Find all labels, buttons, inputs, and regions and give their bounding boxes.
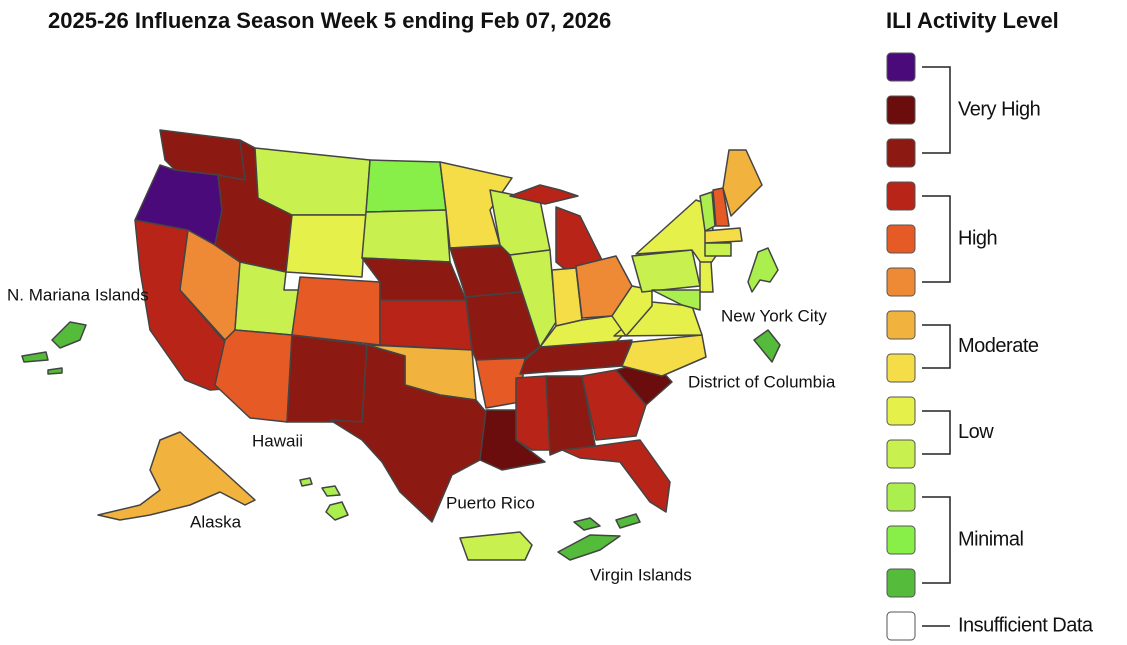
legend-label: Insufficient Data <box>958 614 1094 636</box>
region <box>329 344 487 523</box>
region <box>581 369 647 441</box>
region <box>753 329 781 363</box>
region <box>611 285 653 337</box>
legend-swatch <box>886 267 916 297</box>
region <box>631 249 701 293</box>
region <box>651 289 701 311</box>
legend-label: Moderate <box>958 335 1039 357</box>
map-label: District of Columbia <box>688 372 836 391</box>
region <box>291 276 381 346</box>
legend-bracket <box>922 410 951 455</box>
legend-bracket <box>922 324 951 369</box>
legend-swatch <box>886 611 916 641</box>
legend: Very High High Moderate Low Minimal Insuffici… <box>886 52 1094 641</box>
region <box>699 191 716 232</box>
legend-label: Minimal <box>958 528 1023 550</box>
legend-label: Very High <box>958 98 1040 120</box>
region <box>286 334 368 423</box>
map-label: Alaska <box>190 512 242 531</box>
map-label: New York City <box>721 306 827 325</box>
region <box>621 334 707 377</box>
region <box>747 247 779 293</box>
legend-label: High <box>958 227 997 249</box>
region <box>254 147 371 216</box>
region <box>361 209 451 263</box>
legend-swatch <box>886 181 916 211</box>
legend-swatch <box>886 482 916 512</box>
legend-swatch <box>886 439 916 469</box>
map-label: Virgin Islands <box>590 565 692 584</box>
legend-bracket <box>922 195 951 283</box>
region <box>712 187 730 227</box>
region <box>722 149 763 217</box>
legend-bracket <box>922 496 951 584</box>
legend-title: ILI Activity Level <box>886 8 1059 33</box>
legend-swatch <box>886 310 916 340</box>
region <box>509 249 557 348</box>
region <box>699 261 714 293</box>
map-label: Hawaii <box>252 431 303 450</box>
region <box>557 513 641 561</box>
map-title: 2025-26 Influenza Season Week 5 ending F… <box>48 8 611 33</box>
region <box>21 321 87 375</box>
region <box>459 531 533 561</box>
region <box>509 184 579 205</box>
legend-label: Low <box>958 421 994 443</box>
map: N. Mariana Islands Hawaii Alaska Puerto Ric… <box>7 129 836 584</box>
region <box>299 477 349 521</box>
region <box>704 227 743 244</box>
map-label: Puerto Rico <box>446 493 535 512</box>
legend-swatch <box>886 353 916 383</box>
region <box>379 299 473 351</box>
legend-swatch <box>886 138 916 168</box>
legend-swatch <box>886 95 916 125</box>
region <box>515 375 551 451</box>
legend-bracket <box>922 66 951 154</box>
map-label: N. Mariana Islands <box>7 285 149 304</box>
legend-swatch <box>886 52 916 82</box>
region <box>214 329 293 423</box>
region <box>285 214 367 278</box>
region <box>97 431 256 521</box>
legend-swatch <box>886 525 916 555</box>
region <box>561 439 671 513</box>
legend-swatch <box>886 396 916 426</box>
legend-swatch <box>886 224 916 254</box>
legend-swatch <box>886 568 916 598</box>
region <box>704 242 732 257</box>
region <box>365 159 447 213</box>
